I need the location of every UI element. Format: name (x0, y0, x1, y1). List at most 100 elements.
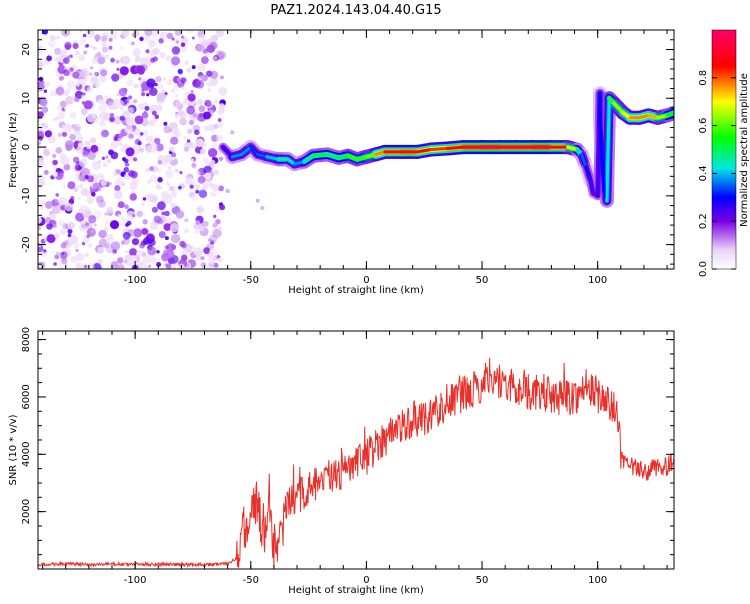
noise-speckle (137, 103, 146, 111)
noise-speckle (119, 46, 123, 50)
noise-speckle (209, 248, 217, 257)
noise-speckle (61, 258, 68, 265)
noise-speckle (195, 80, 205, 89)
noise-speckle (144, 30, 153, 37)
noise-speckle (202, 157, 209, 164)
noise-speckle (85, 222, 90, 227)
noise-speckle (128, 133, 134, 139)
noise-speckle (98, 103, 108, 113)
noise-speckle (86, 234, 90, 238)
noise-speckle (43, 89, 48, 93)
noise-speckle (186, 105, 196, 115)
ridge-peak-segment (656, 113, 669, 120)
spectrogram-frame (37, 29, 675, 270)
noise-speckle (65, 144, 73, 152)
noise-speckle (98, 201, 102, 205)
noise-speckle (83, 100, 93, 110)
noise-speckle (171, 56, 181, 66)
noise-speckle (59, 251, 68, 259)
noise-speckle (61, 49, 68, 56)
noise-speckle (162, 77, 167, 81)
noise-speckle (171, 156, 175, 161)
noise-speckle (212, 255, 218, 261)
noise-speckle (213, 169, 219, 176)
noise-speckle (75, 248, 79, 253)
noise-speckle (218, 185, 225, 192)
noise-speckle (72, 123, 81, 133)
noise-speckle (38, 111, 44, 119)
noise-speckle (207, 148, 218, 158)
noise-speckle (157, 160, 163, 165)
noise-speckle (186, 30, 194, 34)
noise-speckle (191, 36, 195, 40)
noise-speckle (187, 93, 196, 102)
colorbar-tick-label: 0.2 (698, 213, 709, 229)
noise-speckle (105, 155, 109, 159)
noise-speckle (38, 264, 42, 269)
noise-speckle (139, 147, 145, 153)
noise-speckle (150, 221, 159, 230)
snr-xlabel: Height of straight line (km) (288, 585, 424, 596)
ridge-peak-segment (265, 155, 280, 161)
noise-speckle (110, 57, 115, 63)
noise-speckle (191, 65, 196, 70)
noise-speckle (156, 218, 164, 225)
noise-speckle (144, 35, 151, 43)
ridge-peak-segment (230, 152, 243, 159)
noise-speckle (67, 221, 76, 230)
noise-speckle (90, 66, 94, 70)
noise-speckle (109, 116, 115, 123)
noise-speckle (100, 69, 108, 77)
noise-speckle (38, 181, 44, 187)
noise-speckle (174, 30, 182, 36)
noise-speckle (187, 244, 195, 252)
noise-speckle (76, 146, 84, 154)
noise-speckle (133, 50, 140, 57)
noise-speckle (119, 115, 125, 121)
noise-speckle (124, 125, 134, 134)
noise-speckle (164, 154, 173, 163)
noise-speckle (194, 220, 201, 227)
snr-xtick-label: 50 (476, 575, 489, 586)
ridge-peak-segment (249, 145, 260, 156)
ridge-peak-segment (445, 145, 465, 150)
noise-speckle (121, 55, 131, 65)
noise-speckle (155, 76, 162, 83)
noise-speckle (141, 202, 145, 207)
noise-speckle (97, 146, 102, 151)
noise-speckle (80, 108, 88, 116)
noise-speckle (99, 75, 106, 83)
ridge-peak-segment (647, 113, 660, 120)
noise-speckle (217, 226, 223, 231)
noise-speckle (88, 243, 92, 248)
noise-speckle (194, 183, 201, 190)
snr-xtick-label: -100 (124, 575, 147, 586)
noise-speckle (55, 147, 63, 154)
noise-speckle (79, 184, 84, 188)
noise-speckle (60, 156, 70, 166)
ridge-peak-segment (355, 155, 368, 161)
snr-series-line (38, 357, 674, 568)
noise-speckle (120, 107, 124, 111)
noise-speckle (126, 144, 130, 149)
noise-speckle (52, 223, 57, 229)
noise-speckle (56, 35, 60, 40)
noise-speckle (94, 81, 101, 88)
noise-speckle (127, 259, 134, 266)
noise-speckle (117, 201, 125, 209)
noise-speckle (206, 265, 211, 269)
noise-speckle (159, 31, 168, 40)
noise-speckle (217, 109, 223, 115)
noise-speckle (55, 193, 59, 197)
noise-speckle (151, 206, 158, 213)
noise-speckle (101, 35, 108, 42)
noise-speckle (142, 256, 151, 265)
noise-speckle (164, 169, 174, 179)
noise-speckle (156, 167, 162, 173)
noise-speckle (40, 251, 47, 258)
noise-speckle (170, 244, 177, 250)
noise-speckle (149, 166, 154, 172)
colorbar-label: Normalized spectral amplitude (739, 73, 750, 227)
noise-speckle (67, 181, 76, 190)
noise-speckle (174, 93, 179, 98)
